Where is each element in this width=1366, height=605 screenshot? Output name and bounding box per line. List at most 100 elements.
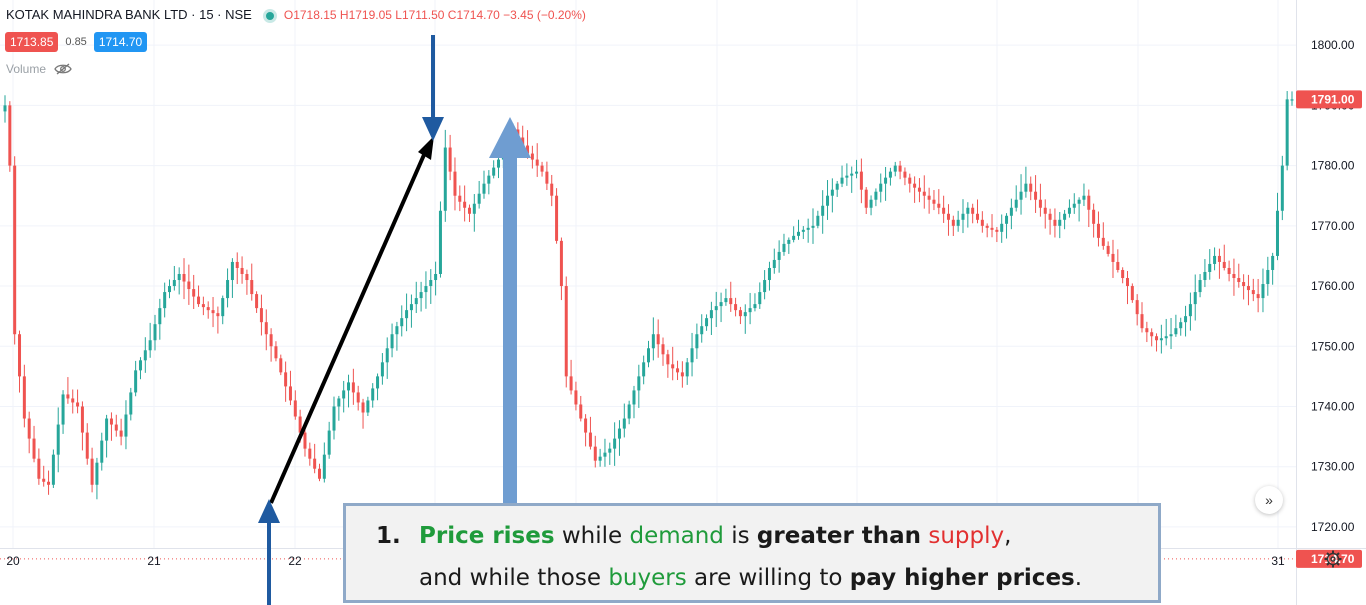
candle-body [1179, 322, 1182, 328]
candle [1092, 204, 1095, 238]
candle [347, 375, 350, 408]
candle-body [482, 184, 485, 194]
callout-buyers: buyers [608, 565, 686, 591]
candle-body [613, 439, 616, 449]
candle [802, 226, 805, 239]
candle [1179, 318, 1182, 336]
candle [570, 360, 573, 395]
gear-icon[interactable] [1323, 549, 1343, 569]
candle-body [395, 326, 398, 334]
candle-body [313, 459, 316, 469]
candle-body [245, 274, 248, 280]
candle [739, 307, 742, 324]
candle [555, 188, 558, 244]
callout-line-2: and while those buyers are willing to pa… [419, 565, 1082, 591]
candle-body [691, 348, 694, 362]
candle-body [753, 304, 756, 308]
candle-body [1189, 304, 1192, 316]
callout-text: and while those [419, 565, 608, 591]
candle-body [1170, 334, 1173, 336]
candle [637, 365, 640, 408]
candle-body [903, 172, 906, 178]
candle-body [1218, 256, 1221, 262]
candle [734, 298, 737, 317]
candle-body [1252, 290, 1255, 294]
callout-number: 1. [376, 523, 419, 549]
candle-body [1111, 254, 1114, 262]
sell-button[interactable]: 1713.85 [5, 32, 58, 52]
candle [870, 195, 873, 215]
candle-body [826, 196, 829, 206]
candle-body [734, 304, 737, 310]
candle-body [792, 236, 795, 240]
candle [1194, 274, 1197, 320]
candle-body [1082, 196, 1085, 200]
candle-body [778, 252, 781, 260]
candle-body [33, 439, 36, 459]
candle [662, 338, 665, 366]
candle-body [153, 324, 156, 340]
candle-body [961, 214, 964, 220]
volume-indicator: Volume [6, 62, 72, 76]
candle-body [173, 280, 176, 286]
candle [550, 175, 553, 206]
candle [705, 314, 708, 330]
candle-body [57, 425, 60, 455]
candle-body [1039, 200, 1042, 208]
candle-body [376, 376, 379, 388]
candle-body [724, 298, 727, 302]
candle [942, 196, 945, 223]
candle-body [657, 334, 660, 344]
candle [691, 333, 694, 376]
buy-button[interactable]: 1714.70 [94, 32, 147, 52]
candle [957, 211, 960, 232]
time-tick-label: 22 [288, 554, 302, 568]
candle [1078, 197, 1081, 221]
candle [449, 135, 452, 180]
candle-body [705, 318, 708, 326]
candle-body [1228, 268, 1231, 274]
candle [560, 238, 563, 301]
eye-off-icon[interactable] [54, 63, 72, 75]
candle-body [584, 419, 587, 433]
candle [342, 381, 345, 412]
candle-body [1203, 272, 1206, 280]
candle [231, 258, 234, 298]
candle-body [478, 194, 481, 204]
symbol-title[interactable]: KOTAK MAHINDRA BANK LTD · 15 · NSE [6, 7, 252, 22]
candle [826, 180, 829, 220]
candle-body [1199, 280, 1202, 292]
callout-supply: supply [928, 523, 1004, 549]
scroll-to-realtime-button[interactable]: » [1255, 486, 1283, 514]
candle-body [347, 382, 350, 390]
candle-body [618, 429, 621, 439]
low-arrow-head [258, 499, 280, 523]
candle-body [763, 280, 766, 292]
candle-body [802, 230, 805, 232]
high-arrow-head [422, 117, 444, 141]
candle-body [594, 447, 597, 461]
candle-body [860, 172, 863, 190]
candle [1044, 199, 1047, 228]
candle [105, 415, 108, 458]
candle-body [362, 402, 365, 412]
candle [250, 264, 253, 301]
candle [947, 204, 950, 236]
candle-body [952, 220, 955, 226]
candle-body [681, 372, 684, 376]
candle-body [1034, 192, 1037, 200]
candle [937, 189, 940, 214]
candle [792, 226, 795, 242]
candle [855, 160, 858, 178]
candle-body [773, 260, 776, 268]
spread-value: 0.85 [65, 36, 86, 48]
candle-body [700, 326, 703, 334]
candle [976, 200, 979, 224]
candle [463, 186, 466, 222]
candle [328, 422, 331, 459]
candle [657, 319, 660, 357]
candle [889, 168, 892, 186]
candle-body [139, 360, 142, 370]
candle [971, 204, 974, 224]
candle-body [995, 230, 998, 232]
